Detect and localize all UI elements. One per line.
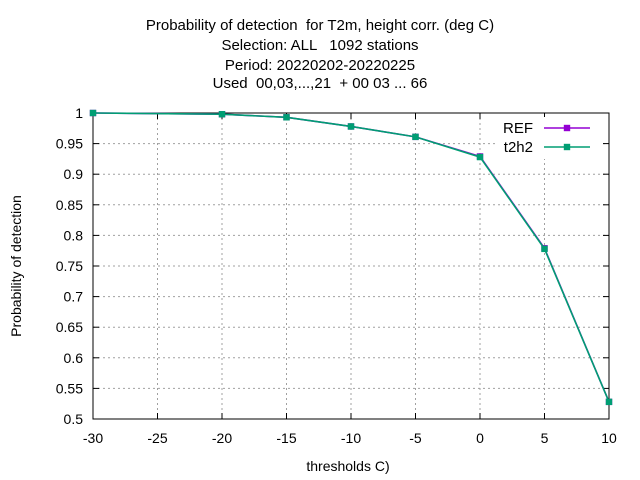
- data-point-t2h2: [283, 114, 290, 121]
- y-tick-label: 0.6: [64, 350, 84, 366]
- y-tick-label: 0.9: [64, 166, 84, 182]
- y-tick-label: 0.55: [56, 380, 83, 396]
- data-point-t2h2: [347, 123, 355, 130]
- data-point-t2h2: [541, 245, 548, 253]
- ticks: 0.5 0.55 0.6 0.65 0.7 0.75 0.8 0.85 0.9 0.95 1 -30 -…: [56, 105, 617, 446]
- chart-title-line-2: Selection: ALL 1092 stations: [221, 37, 419, 54]
- chart-title-line-4: Used 00,03,...,21 + 00 03 ... 66: [212, 75, 428, 92]
- data-point-t2h2: [476, 153, 484, 161]
- legend-box: [496, 117, 600, 159]
- y-tick-label: 0.85: [56, 197, 83, 213]
- data-point-t2h2: [89, 109, 97, 117]
- y-tick-label: 0.65: [56, 319, 83, 335]
- x-tick-label: -10: [341, 430, 361, 446]
- plot-border: [92, 112, 610, 420]
- y-tick-label: 0.7: [64, 289, 84, 305]
- legend-marker-REF: [563, 124, 571, 132]
- legend-label-REF: REF: [503, 120, 533, 137]
- x-tick-label: -30: [83, 430, 103, 446]
- x-tick-label: -25: [147, 430, 167, 446]
- chart-title-line-1: Probability of detection for T2m, height…: [145, 17, 495, 34]
- data-point-t2h2: [412, 133, 419, 141]
- legend-label-t2h2: t2h2: [504, 139, 533, 156]
- y-tick-label: 1: [75, 105, 83, 121]
- y-tick-label: 0.75: [56, 258, 83, 274]
- y-tick-label: 0.5: [64, 411, 84, 427]
- data-point-t2h2: [218, 111, 226, 118]
- data-point-t2h2: [605, 398, 613, 406]
- x-tick-label: -15: [276, 430, 296, 446]
- series-t2h2: [89, 109, 613, 406]
- x-tick-label: 10: [601, 430, 617, 446]
- y-axis-label: Probability of detection: [8, 195, 24, 337]
- x-axis-label: thresholds C): [306, 458, 389, 474]
- x-tick-label: -20: [212, 430, 232, 446]
- legend-marker-t2h2: [563, 143, 571, 151]
- series-line-t2h2: [92, 112, 610, 403]
- x-tick-label: 5: [541, 430, 549, 446]
- y-tick-label: 0.95: [56, 136, 83, 152]
- x-tick-label: 0: [476, 430, 484, 446]
- x-tick-label: -5: [409, 430, 422, 446]
- chart-title-line-3: Period: 20220202-20220225: [224, 57, 416, 74]
- grid: [92, 112, 610, 420]
- y-tick-label: 0.8: [64, 227, 84, 243]
